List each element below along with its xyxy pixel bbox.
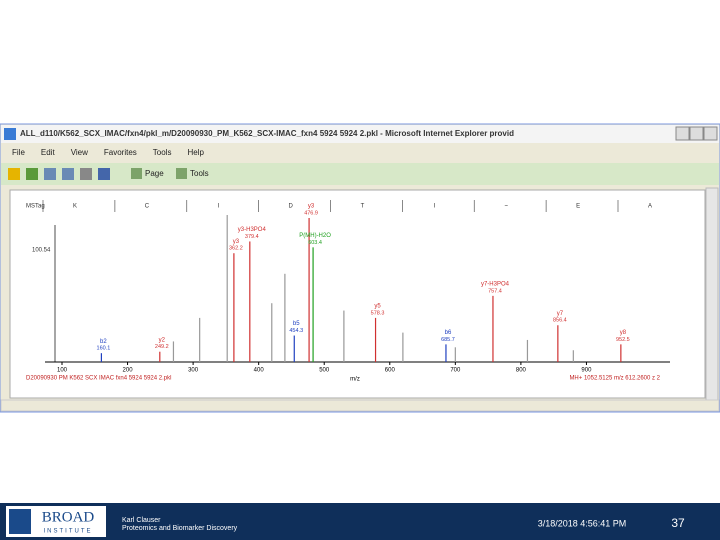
ion-mass: 603.4 [308,240,322,246]
ion-label: y3-H3PO4 [238,227,267,233]
ion-mass: 454.3 [289,328,303,334]
residue: I [218,204,220,210]
spectrum-header: MSTag [26,204,45,210]
menu-item[interactable]: Edit [41,148,56,157]
toolbar-icon[interactable] [80,168,92,180]
ion-label: y8 [620,330,627,336]
ion-mass: 476.9 [304,210,318,216]
x-tick-label: 800 [516,368,527,374]
toolbar-button[interactable]: Tools [190,169,209,178]
ion-label: b5 [293,321,300,327]
residue: I [434,204,436,210]
window-title: ALL_d110/K562_SCX_IMAC/fxn4/pkl_m/D20090… [20,129,514,138]
ion-label: y3 [233,239,240,245]
ion-mass: 249.2 [155,344,169,350]
toolbar-icon[interactable] [98,168,110,180]
ion-label: y3 [308,204,315,210]
ion-label: P(MH)-H2O [299,233,331,239]
ion-label: y7 [557,311,564,317]
x-axis-label: m/z [350,377,360,383]
ion-mass: 578.3 [371,310,385,316]
toolbar-icon [176,168,187,179]
date: 3/18/2018 4:56:41 PM [538,518,627,528]
menu-item[interactable]: Favorites [104,148,137,157]
ion-mass: 685.7 [441,337,455,343]
spectrum-footer-right: MH+ 1052.5125 m/z 612.2600 z 2 [569,376,660,382]
toolbar-button[interactable]: Page [145,169,164,178]
author: Karl Clauser [122,517,161,524]
residue: C [145,204,150,210]
x-tick-label: 200 [123,368,134,374]
x-tick-label: 900 [581,368,592,374]
ion-mass: 856.4 [553,318,567,324]
ion-label: y5 [374,303,381,309]
x-tick-label: 100 [57,368,68,374]
residue: ~ [504,204,508,210]
toolbar-icon [131,168,142,179]
residue: K [73,204,77,210]
menu-item[interactable]: Help [187,148,204,157]
ion-mass: 160.1 [97,346,111,352]
status-bar [0,399,720,412]
ie-icon [4,128,16,140]
ion-mass: 362.2 [229,246,243,252]
toolbar-icon[interactable] [62,168,74,180]
minimize-button[interactable] [675,126,690,141]
footer-band [0,503,720,540]
ion-label: b6 [445,330,452,336]
logo-subtext: INSTITUTE [44,529,93,535]
toolbar-icon[interactable] [44,168,56,180]
page-number: 37 [671,516,685,530]
logo-mark [9,509,31,534]
maximize-button[interactable] [689,126,704,141]
residue: A [648,204,652,210]
intensity-label: 100.54 [32,248,51,254]
content [9,189,706,399]
residue: E [576,204,580,210]
group: Proteomics and Biomarker Discovery [122,525,238,532]
x-tick-label: 700 [450,368,461,374]
x-tick-label: 600 [385,368,396,374]
ion-mass: 757.4 [488,288,502,294]
residue: T [361,204,365,210]
scrollbar[interactable] [705,187,719,401]
ion-mass: 952.5 [616,337,630,343]
spectrum-footer-left: D20090930 PM K562 SCX IMAC fxn4 5924 592… [26,376,171,382]
toolbar-icon[interactable] [26,168,38,180]
x-tick-label: 500 [319,368,330,374]
ion-label: b2 [100,339,107,345]
menu-item[interactable]: Tools [153,148,172,157]
ion-label: y7-H3PO4 [481,281,510,287]
x-tick-label: 400 [254,368,265,374]
residue: D [288,204,293,210]
close-button[interactable] [703,126,718,141]
x-tick-label: 300 [188,368,199,374]
menu-item[interactable]: File [12,148,25,157]
toolbar-icon[interactable] [8,168,20,180]
logo-text: BROAD [42,509,95,525]
ion-mass: 379.4 [245,234,259,240]
ion-label: y2 [159,337,166,343]
title-bar [1,125,719,143]
menu-item[interactable]: View [71,148,88,157]
